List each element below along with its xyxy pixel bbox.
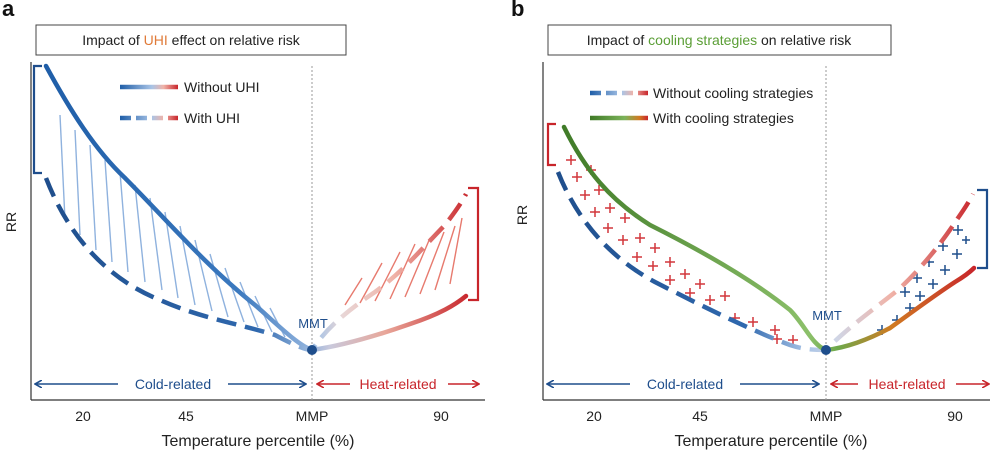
panel-b-cold-label: Cold-related [647, 376, 723, 392]
panel-b-curve-without-cooling [555, 171, 976, 353]
panel-a-tick-20: 20 [75, 408, 91, 424]
panel-b-cold-bracket [546, 122, 556, 167]
panel-b-mmt-point [821, 345, 831, 355]
panel-a-heat-label-bg [350, 375, 448, 393]
panel-b-rr-label: RR [514, 205, 530, 225]
panel-a-cold-bracket [32, 64, 42, 175]
panel-b-tick-20: 20 [586, 408, 602, 424]
panel-a-tick-mmp: MMP [296, 408, 329, 424]
panel-a-tick-45: 45 [178, 408, 194, 424]
panel-a-heat-bracket [468, 186, 480, 302]
panel-a-heat-hatch [344, 217, 463, 306]
panel-a-cold-label-bg [118, 375, 228, 393]
panel-a-heat-label: Heat-related [359, 376, 436, 392]
panel-b-heat-bracket [977, 188, 989, 270]
panel-a-mmt-point [307, 345, 317, 355]
panel-b: b Impact of cooling strategies on relati… [511, 0, 990, 450]
panel-b-cold-label-bg [630, 375, 740, 393]
panel-b-tick-mmp: MMP [810, 408, 843, 424]
panel-b-curve-with-cooling [561, 124, 977, 353]
panel-b-tick-45: 45 [692, 408, 708, 424]
panel-a-title: Impact of UHI effect on relative risk [82, 32, 301, 48]
panel-a: a Impact of UHI effect on relative risk … [2, 0, 485, 450]
panel-b-legend-solid: With cooling strategies [653, 110, 794, 126]
panel-a-tick-90: 90 [433, 408, 449, 424]
panel-b-heat-label: Heat-related [868, 376, 945, 392]
panel-a-legend-solid: Without UHI [184, 79, 259, 95]
panel-a-xlabel: Temperature percentile (%) [162, 433, 355, 450]
panel-b-legend-dashed: Without cooling strategies [653, 85, 813, 101]
panel-a-rr-label: RR [3, 212, 19, 232]
panel-a-curve-without-uhi [43, 63, 469, 353]
panel-b-xlabel: Temperature percentile (%) [675, 433, 868, 450]
panel-b-tick-90: 90 [947, 408, 963, 424]
panel-a-cold-label: Cold-related [135, 376, 211, 392]
panel-b-letter: b [511, 0, 524, 21]
panel-a-legend-dashed: With UHI [184, 110, 240, 126]
panel-b-heat-label-bg [858, 375, 956, 393]
panel-b-title: Impact of cooling strategies on relative… [587, 32, 853, 48]
panel-b-mmt-label: MMT [812, 308, 842, 323]
panel-a-title-box [35, 24, 347, 56]
panel-a-letter: a [2, 0, 15, 21]
panel-a-cold-hatch [59, 114, 286, 338]
panel-a-mmt-label: MMT [298, 316, 328, 331]
panel-b-title-box [547, 24, 892, 56]
